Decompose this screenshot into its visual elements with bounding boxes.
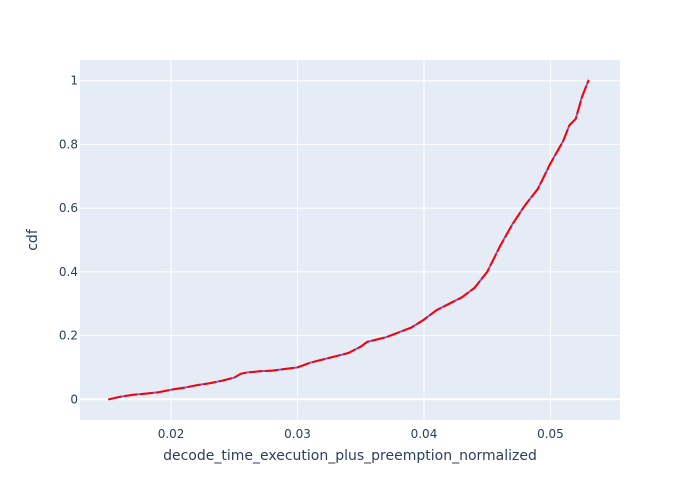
x-tick-label: 0.03	[284, 427, 311, 441]
y-tick-label: 0.2	[59, 329, 78, 343]
x-tick-label: 0.02	[158, 427, 185, 441]
y-axis-title: cdf	[25, 228, 41, 251]
x-tick-label: 0.04	[411, 427, 438, 441]
x-tick-label: 0.05	[537, 427, 564, 441]
y-tick-label: 1	[70, 74, 78, 88]
y-tick-label: 0.8	[59, 137, 78, 151]
plot-background	[80, 60, 620, 420]
y-tick-label: 0.6	[59, 201, 78, 215]
y-tick-label: 0.4	[59, 265, 78, 279]
tick-labels: 0.02 0.03 0.04 0.05 0 0.2 0.4 0.6 0.8 1	[59, 74, 564, 441]
grid-lines	[80, 60, 620, 420]
series-line-2	[108, 79, 590, 401]
x-axis-title: decode_time_execution_plus_preemption_no…	[163, 448, 537, 464]
y-tick-label: 0	[70, 392, 78, 406]
series-layer	[108, 79, 590, 401]
